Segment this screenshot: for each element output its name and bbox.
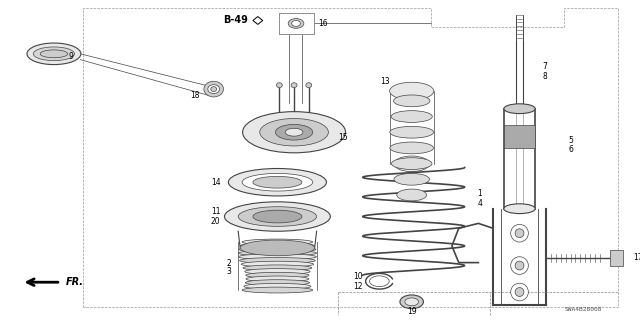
Ellipse shape (211, 87, 216, 92)
Ellipse shape (253, 176, 302, 188)
Ellipse shape (225, 202, 330, 231)
Bar (504, 125, 535, 148)
Ellipse shape (394, 95, 430, 107)
Text: 9: 9 (68, 52, 74, 61)
Ellipse shape (238, 250, 317, 256)
Ellipse shape (394, 173, 429, 185)
Ellipse shape (392, 158, 432, 170)
Ellipse shape (243, 265, 312, 271)
Ellipse shape (292, 20, 300, 26)
Ellipse shape (504, 104, 535, 114)
Ellipse shape (27, 43, 81, 65)
Ellipse shape (244, 284, 311, 289)
Ellipse shape (242, 239, 313, 245)
Ellipse shape (260, 118, 328, 146)
Text: 12: 12 (353, 282, 363, 291)
Text: 7: 7 (542, 62, 547, 71)
Text: 5: 5 (568, 136, 573, 145)
Ellipse shape (515, 229, 524, 238)
Text: 20: 20 (211, 217, 221, 226)
Ellipse shape (40, 50, 68, 58)
Ellipse shape (405, 298, 419, 306)
Text: 2: 2 (227, 259, 231, 268)
Text: B-49: B-49 (223, 15, 248, 26)
Text: 18: 18 (191, 92, 200, 100)
Ellipse shape (208, 85, 220, 93)
Text: 4: 4 (477, 199, 483, 208)
Text: 8: 8 (542, 72, 547, 81)
Ellipse shape (400, 295, 424, 309)
Text: 6: 6 (568, 145, 573, 154)
Ellipse shape (285, 128, 303, 136)
Ellipse shape (391, 111, 432, 123)
Ellipse shape (515, 288, 524, 296)
Ellipse shape (394, 156, 429, 172)
Ellipse shape (228, 169, 326, 196)
Ellipse shape (291, 83, 297, 88)
Ellipse shape (275, 124, 313, 140)
Ellipse shape (397, 189, 427, 201)
Ellipse shape (33, 47, 74, 61)
Ellipse shape (390, 126, 434, 138)
Ellipse shape (239, 246, 316, 252)
Ellipse shape (245, 280, 310, 285)
Ellipse shape (504, 204, 535, 213)
Ellipse shape (242, 287, 313, 293)
Text: 14: 14 (211, 178, 221, 187)
Ellipse shape (288, 19, 304, 28)
Ellipse shape (276, 83, 282, 88)
Ellipse shape (244, 268, 310, 275)
Text: SWA4B28008: SWA4B28008 (564, 307, 602, 312)
Text: 3: 3 (227, 267, 231, 276)
Ellipse shape (511, 224, 529, 242)
Ellipse shape (390, 142, 433, 154)
Ellipse shape (240, 243, 314, 249)
Ellipse shape (241, 261, 314, 267)
Text: 19: 19 (407, 307, 417, 316)
Text: FR.: FR. (66, 277, 84, 287)
Text: 16: 16 (319, 19, 328, 28)
Ellipse shape (238, 207, 317, 226)
Ellipse shape (511, 283, 529, 301)
Ellipse shape (515, 261, 524, 270)
Ellipse shape (239, 254, 316, 260)
Ellipse shape (243, 112, 346, 153)
Ellipse shape (239, 258, 316, 263)
Text: 17: 17 (633, 253, 640, 262)
Text: 10: 10 (353, 272, 363, 281)
Ellipse shape (246, 276, 309, 282)
Text: 13: 13 (381, 77, 390, 86)
Text: 1: 1 (477, 189, 482, 198)
Bar (280, 12, 314, 34)
Bar (610, 250, 623, 266)
Ellipse shape (511, 257, 529, 274)
Text: 15: 15 (338, 132, 348, 142)
Ellipse shape (390, 82, 434, 100)
Ellipse shape (253, 210, 302, 223)
Ellipse shape (246, 272, 309, 278)
Text: 11: 11 (211, 207, 221, 216)
Ellipse shape (204, 81, 223, 97)
Polygon shape (253, 17, 262, 24)
Ellipse shape (242, 173, 313, 191)
Ellipse shape (240, 240, 315, 256)
Ellipse shape (306, 83, 312, 88)
